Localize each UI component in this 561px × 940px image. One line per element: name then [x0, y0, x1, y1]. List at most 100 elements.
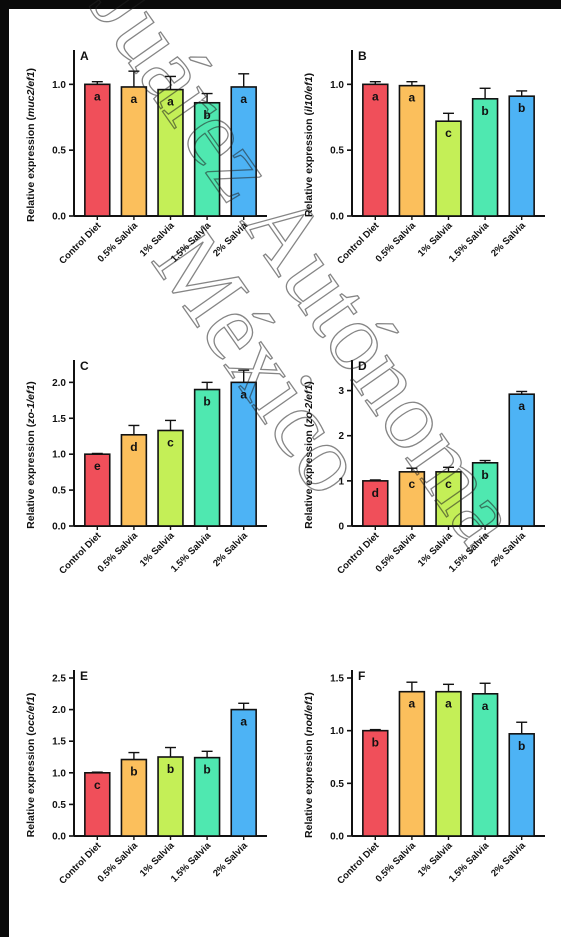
y-axis-label: Relative expression (zo-1/ef1): [25, 381, 37, 529]
y-tick-label: 0.5: [330, 146, 344, 157]
y-axis-label-suffix: ): [303, 381, 315, 385]
y-tick-label: 1.0: [52, 768, 66, 779]
significance-label: b: [167, 762, 174, 776]
y-axis-label-suffix: ): [25, 68, 37, 72]
bar: [230, 708, 257, 837]
y-tick-label: 2.0: [52, 705, 66, 716]
x-tick-label: 1.5% Salvia: [169, 840, 214, 885]
significance-label: b: [130, 765, 137, 779]
bar: [84, 453, 111, 527]
y-tick-label: 1.0: [330, 80, 344, 91]
significance-label: d: [130, 440, 137, 454]
y-axis-label: Relative expression (zo-2/ef1): [303, 381, 315, 529]
significance-label: b: [481, 468, 488, 482]
significance-label: a: [445, 697, 452, 711]
panel-b-il10-chart: Relative expression (il10/ef1) B 0.0 0.5 1.0…: [290, 20, 560, 320]
bar: [84, 83, 111, 217]
bar: [362, 480, 389, 527]
y-axis-label: Relative expression (nod/ef1): [303, 692, 315, 838]
panel-letter: A: [80, 49, 89, 63]
x-tick-label: 0.5% Salvia: [96, 220, 141, 265]
bar: [230, 86, 257, 217]
x-tick-label: 2% Salvia: [489, 220, 528, 259]
significance-label: a: [240, 92, 247, 106]
y-tick-label: 1.5: [52, 414, 66, 425]
significance-label: c: [94, 778, 101, 792]
panel-d-zo2-chart: Relative expression (zo-2/ef1) D 0 1 2 3 d Cont…: [290, 330, 560, 630]
significance-label: c: [445, 477, 452, 491]
y-axis-label-prefix: Relative expression (: [25, 423, 37, 529]
significance-label: b: [203, 763, 210, 777]
x-tick-label: 0.5% Salvia: [374, 530, 419, 575]
significance-label: c: [167, 435, 174, 449]
significance-label: b: [518, 101, 525, 115]
y-tick-label: 0.0: [52, 212, 66, 223]
y-axis-label-gene: muc2/ef1: [25, 71, 37, 117]
x-tick-label: 1.5% Salvia: [169, 220, 214, 265]
y-axis-label-gene: zo-2/ef1: [303, 385, 315, 425]
significance-label: b: [518, 739, 525, 753]
y-axis-label: Relative expression (il10/ef1): [303, 73, 315, 217]
x-tick-label: 0.5% Salvia: [96, 530, 141, 575]
x-tick-label: 0.5% Salvia: [96, 840, 141, 885]
y-tick-label: 0.0: [330, 832, 344, 843]
y-axis-label-prefix: Relative expression (: [25, 116, 37, 222]
frame-left-border: [0, 0, 9, 937]
y-tick-label: 0.0: [52, 522, 66, 533]
bar: [230, 381, 257, 527]
y-tick-label: 1.5: [330, 674, 344, 685]
chart-svg: Relative expression (zo-1/ef1) C 0.0 0.5 1.0…: [25, 359, 267, 577]
panel-letter: B: [358, 49, 367, 63]
panel-a-muc2-chart: Relative expression (muc2/ef1) A 0.0 0.5 1.0…: [12, 20, 282, 320]
chart-svg: Relative expression (zo-2/ef1)D0123dCont…: [303, 359, 545, 577]
x-tick-label: 2% Salvia: [489, 840, 528, 879]
x-tick-label: 0.5% Salvia: [374, 840, 419, 885]
x-tick-label: 0.5% Salvia: [374, 220, 419, 265]
x-tick-label: 1.5% Salvia: [447, 840, 492, 885]
y-axis-label: Relative expression (muc2/ef1): [25, 68, 37, 222]
significance-label: a: [482, 699, 489, 713]
significance-label: a: [409, 697, 416, 711]
significance-label: b: [372, 736, 379, 750]
y-tick-label: 3: [338, 386, 344, 397]
y-axis-label-suffix: ): [25, 381, 37, 385]
y-tick-label: 1.0: [52, 450, 66, 461]
y-tick-label: 0.5: [330, 779, 344, 790]
x-tick-label: 1.5% Salvia: [447, 530, 492, 575]
bar: [471, 692, 499, 837]
chart-svg: Relative expression (occ/ef1) E 0.0 0.5 1.0 1…: [25, 669, 267, 887]
y-axis-label-gene: nod/ef1: [303, 695, 315, 732]
y-axis-label: Relative expression (occ/ef1): [25, 693, 37, 838]
bar: [120, 758, 148, 837]
x-tick-label: 1.5% Salvia: [169, 530, 214, 575]
y-axis-label-prefix: Relative expression (: [303, 423, 315, 529]
y-axis-label-gene: occ/ef1: [25, 696, 37, 732]
significance-label: a: [94, 89, 101, 103]
significance-label: b: [203, 108, 210, 122]
y-axis-label-prefix: Relative expression (: [303, 112, 315, 218]
significance-label: a: [518, 399, 525, 413]
significance-label: d: [372, 486, 379, 500]
bar: [157, 756, 184, 837]
significance-label: e: [94, 459, 101, 473]
bar: [508, 393, 535, 527]
bar: [193, 388, 221, 527]
chart-svg: Relative expression (il10/ef1) B 0.0 0.5 1.0…: [303, 49, 545, 267]
panel-f-nod-chart: Relative expression (nod/ef1) F 0.0 0.5 1.0 1…: [290, 640, 560, 940]
frame-top-border: [0, 0, 561, 9]
y-axis-label-prefix: Relative expression (: [25, 732, 37, 838]
x-tick-label: 1.5% Salvia: [447, 220, 492, 265]
y-tick-label: 2.0: [52, 378, 66, 389]
bar: [435, 690, 462, 837]
bar: [398, 471, 426, 527]
significance-label: a: [409, 91, 416, 105]
y-tick-label: 0.5: [52, 800, 66, 811]
significance-label: a: [167, 95, 174, 109]
y-axis-label-suffix: ): [303, 692, 315, 696]
y-tick-label: 0.5: [52, 146, 66, 157]
y-axis-label-gene: zo-1/ef1: [25, 385, 37, 425]
y-tick-label: 1: [338, 476, 344, 487]
y-tick-label: 1.5: [52, 737, 66, 748]
panel-c-zo1-chart: Relative expression (zo-1/ef1) C 0.0 0.5 1.0…: [12, 330, 282, 630]
